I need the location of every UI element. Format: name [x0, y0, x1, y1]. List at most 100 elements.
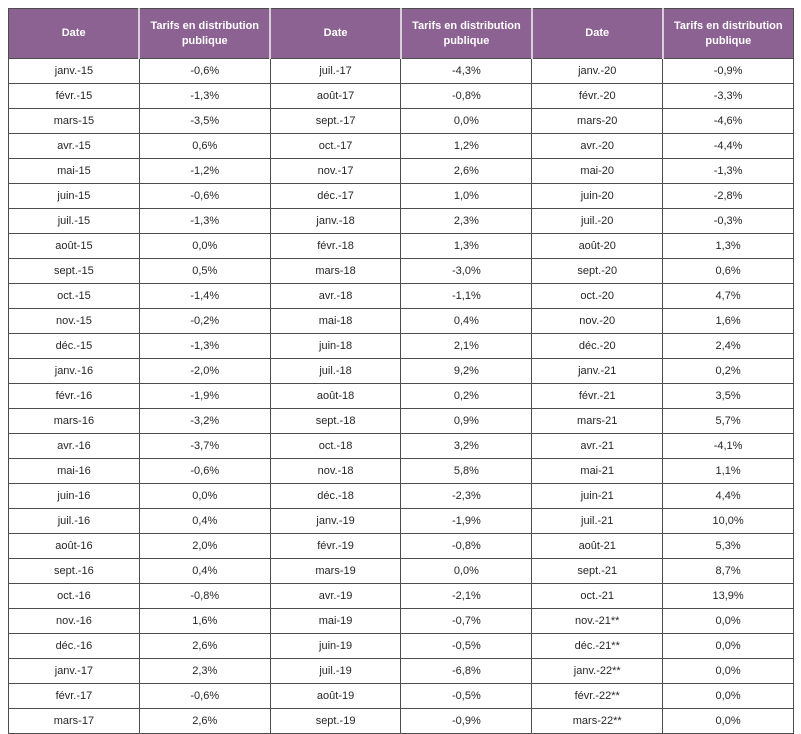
tariff-value-cell: -1,3% [138, 333, 271, 359]
header-date-col-3: Date [530, 8, 664, 59]
tariff-value-cell: 0,0% [662, 608, 794, 634]
date-cell: oct.-15 [8, 283, 140, 309]
tariff-value-cell: 13,9% [662, 583, 794, 609]
date-cell: oct.-17 [269, 133, 402, 159]
date-cell: août-20 [531, 233, 664, 259]
tariff-value-cell: -0,7% [400, 608, 533, 634]
date-cell: août-16 [8, 533, 140, 559]
date-cell: sept.-20 [531, 258, 664, 284]
tariff-value-cell: 1,1% [662, 458, 794, 484]
tariff-value-cell: 0,0% [400, 108, 533, 134]
tariff-value-cell: -1,3% [662, 158, 794, 184]
date-cell: déc.-21** [531, 633, 664, 659]
table-row: juin-15 -0,6% déc.-17 1,0% juin-20 -2,8% [8, 183, 794, 209]
tariff-value-cell: 10,0% [662, 508, 794, 534]
tariff-table: Date Tarifs en distribution publique Dat… [8, 8, 794, 734]
tariff-value-cell: -1,4% [138, 283, 271, 309]
tariff-value-cell: -1,9% [400, 508, 533, 534]
header-tariff-col-1: Tarifs en distribution publique [138, 8, 272, 59]
tariff-value-cell: 0,4% [138, 558, 271, 584]
tariff-value-cell: -0,8% [400, 83, 533, 109]
date-cell: mars-22** [531, 708, 664, 734]
date-cell: mai-20 [531, 158, 664, 184]
date-cell: juin-16 [8, 483, 140, 509]
date-cell: févr.-18 [269, 233, 402, 259]
tariff-value-cell: 0,0% [138, 233, 271, 259]
date-cell: juin-19 [269, 633, 402, 659]
header-date-col-1: Date [8, 8, 141, 59]
tariff-value-cell: -4,6% [662, 108, 794, 134]
tariff-value-cell: -1,2% [138, 158, 271, 184]
tariff-value-cell: 1,3% [400, 233, 533, 259]
date-cell: déc.-16 [8, 633, 140, 659]
table-row: janv.-15 -0,6% juil.-17 -4,3% janv.-20 -0,9% [8, 58, 794, 84]
tariff-value-cell: 2,6% [138, 708, 271, 734]
tariff-value-cell: 2,0% [138, 533, 271, 559]
date-cell: janv.-15 [8, 58, 140, 84]
tariff-value-cell: 2,6% [400, 158, 533, 184]
table-row: juil.-15 -1,3% janv.-18 2,3% juil.-20 -0,3% [8, 208, 794, 234]
date-cell: août-19 [269, 683, 402, 709]
tariff-value-cell: 2,3% [138, 658, 271, 684]
date-cell: août-21 [531, 533, 664, 559]
date-cell: févr.-21 [531, 383, 664, 409]
tariff-value-cell: -3,0% [400, 258, 533, 284]
date-cell: mars-21 [531, 408, 664, 434]
date-cell: févr.-17 [8, 683, 140, 709]
tariff-value-cell: 1,6% [138, 608, 271, 634]
tariff-value-cell: 0,4% [400, 308, 533, 334]
tariff-value-cell: 1,2% [400, 133, 533, 159]
table-row: oct.-16 -0,8% avr.-19 -2,1% oct.-21 13,9% [8, 583, 794, 609]
tariff-value-cell: -2,8% [662, 183, 794, 209]
table-row: avr.-16 -3,7% oct.-18 3,2% avr.-21 -4,1% [8, 433, 794, 459]
tariff-value-cell: 8,7% [662, 558, 794, 584]
table-row: avr.-15 0,6% oct.-17 1,2% avr.-20 -4,4% [8, 133, 794, 159]
header-tariff-col-2: Tarifs en distribution publique [399, 8, 533, 59]
tariff-value-cell: 2,4% [662, 333, 794, 359]
tariff-value-cell: 0,6% [662, 258, 794, 284]
date-cell: nov.-20 [531, 308, 664, 334]
tariff-value-cell: -0,8% [138, 583, 271, 609]
tariff-value-cell: -2,3% [400, 483, 533, 509]
tariff-value-cell: -4,1% [662, 433, 794, 459]
header-tariff-col-3: Tarifs en distribution publique [661, 8, 794, 59]
date-cell: avr.-16 [8, 433, 140, 459]
tariff-value-cell: -0,6% [138, 183, 271, 209]
table-row: mars-16 -3,2% sept.-18 0,9% mars-21 5,7% [8, 408, 794, 434]
tariff-value-cell: -2,1% [400, 583, 533, 609]
header-row: Date Tarifs en distribution publique Dat… [8, 8, 794, 59]
tariff-value-cell: 2,1% [400, 333, 533, 359]
tariff-value-cell: -0,5% [400, 683, 533, 709]
tariff-value-cell: -0,6% [138, 683, 271, 709]
date-cell: janv.-16 [8, 358, 140, 384]
tariff-value-cell: -0,8% [400, 533, 533, 559]
tariff-value-cell: 9,2% [400, 358, 533, 384]
tariff-value-cell: 4,4% [662, 483, 794, 509]
date-cell: janv.-18 [269, 208, 402, 234]
tariff-value-cell: -1,3% [138, 83, 271, 109]
table-row: févr.-16 -1,9% août-18 0,2% févr.-21 3,5% [8, 383, 794, 409]
date-cell: déc.-17 [269, 183, 402, 209]
tariff-value-cell: 0,0% [662, 683, 794, 709]
date-cell: sept.-17 [269, 108, 402, 134]
tariff-value-cell: -0,2% [138, 308, 271, 334]
date-cell: janv.-22** [531, 658, 664, 684]
date-cell: janv.-20 [531, 58, 664, 84]
date-cell: mars-17 [8, 708, 140, 734]
tariff-value-cell: 1,0% [400, 183, 533, 209]
date-cell: janv.-21 [531, 358, 664, 384]
date-cell: nov.-16 [8, 608, 140, 634]
tariff-value-cell: -0,5% [400, 633, 533, 659]
tariff-value-cell: 0,2% [400, 383, 533, 409]
table-row: déc.-15 -1,3% juin-18 2,1% déc.-20 2,4% [8, 333, 794, 359]
table-row: nov.-15 -0,2% mai-18 0,4% nov.-20 1,6% [8, 308, 794, 334]
date-cell: mai-15 [8, 158, 140, 184]
date-cell: oct.-16 [8, 583, 140, 609]
tariff-value-cell: -6,8% [400, 658, 533, 684]
date-cell: sept.-21 [531, 558, 664, 584]
date-cell: déc.-15 [8, 333, 140, 359]
table-row: mai-15 -1,2% nov.-17 2,6% mai-20 -1,3% [8, 158, 794, 184]
date-cell: mai-19 [269, 608, 402, 634]
date-cell: juil.-18 [269, 358, 402, 384]
